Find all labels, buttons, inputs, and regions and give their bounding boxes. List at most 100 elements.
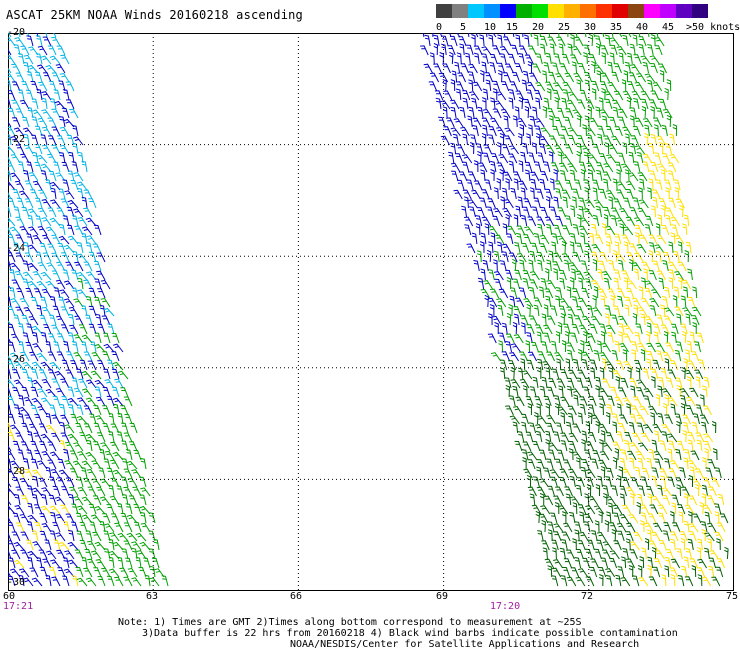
wind-barb xyxy=(32,151,39,164)
wind-barb xyxy=(665,207,674,218)
legend-swatch xyxy=(484,4,500,18)
wind-barb xyxy=(691,351,700,362)
wind-barb xyxy=(106,575,115,587)
wind-barb xyxy=(19,226,30,236)
wind-barb xyxy=(13,314,21,326)
wind-barb xyxy=(61,396,70,407)
wind-barb xyxy=(656,107,664,119)
wind-barb xyxy=(48,566,57,578)
wind-barb xyxy=(482,88,489,101)
wind-barb xyxy=(545,438,550,452)
wind-barb xyxy=(442,106,448,119)
wind-barb xyxy=(71,377,79,389)
wind-barb xyxy=(29,567,39,578)
wind-barb xyxy=(58,296,66,308)
wind-barb xyxy=(550,476,558,488)
wind-barb xyxy=(36,304,43,317)
wind-barb xyxy=(636,379,647,389)
wind-barb xyxy=(609,550,620,560)
wind-barb xyxy=(35,197,43,209)
wind-barb xyxy=(589,117,599,128)
wind-barb xyxy=(73,496,84,506)
wind-barb xyxy=(487,333,497,344)
wind-barb xyxy=(18,190,30,200)
wind-barb xyxy=(595,484,601,497)
wind-barb xyxy=(658,277,665,290)
wind-barb xyxy=(617,295,624,308)
wind-barb xyxy=(663,522,672,533)
wind-barb xyxy=(689,558,699,569)
wind-barb xyxy=(603,163,614,173)
wind-barb xyxy=(525,340,530,353)
wind-barb xyxy=(598,567,607,578)
wind-barb xyxy=(108,550,120,560)
wind-barb xyxy=(559,170,567,182)
wind-barb xyxy=(51,108,61,119)
wind-barb xyxy=(665,143,673,155)
wind-barb xyxy=(471,232,478,245)
wind-barb xyxy=(604,98,613,110)
wind-barb xyxy=(24,252,34,263)
wind-barb xyxy=(527,45,537,56)
wind-barb xyxy=(557,321,563,335)
wind-barb xyxy=(509,81,519,92)
wind-barb xyxy=(14,37,25,47)
wind-barb xyxy=(124,414,133,425)
wind-barb xyxy=(675,477,684,488)
wind-barb xyxy=(119,567,129,578)
wind-barb xyxy=(667,170,675,182)
wind-barb xyxy=(121,548,129,560)
wind-barb xyxy=(687,432,696,443)
wind-barb xyxy=(540,127,551,137)
wind-barb xyxy=(480,169,486,182)
wind-barb xyxy=(63,280,75,290)
wind-barb xyxy=(512,72,521,83)
wind-barb xyxy=(23,54,34,65)
wind-barb xyxy=(648,448,655,461)
wind-barb xyxy=(531,342,539,353)
wind-barb xyxy=(8,368,12,380)
wind-barb xyxy=(8,458,12,470)
wind-barb xyxy=(68,306,79,317)
wind-barb xyxy=(502,207,512,218)
wind-barb xyxy=(692,286,698,299)
wind-barb xyxy=(149,577,160,587)
legend-label: 15 xyxy=(506,22,519,33)
lat-label-22: -22 xyxy=(7,134,26,145)
wind-barb xyxy=(569,241,575,254)
wind-barb xyxy=(8,73,16,83)
wind-barb xyxy=(16,288,25,299)
wind-barb xyxy=(471,97,478,110)
wind-barb xyxy=(11,333,21,344)
wind-barb xyxy=(609,52,615,65)
wind-barb xyxy=(8,48,12,56)
wind-barb xyxy=(99,304,106,317)
wind-barb xyxy=(541,519,546,533)
wind-barb xyxy=(515,34,521,47)
wind-barb xyxy=(679,204,684,218)
wind-barb xyxy=(603,135,612,146)
wind-barb xyxy=(69,324,79,335)
wind-barb xyxy=(561,154,572,164)
wind-barb xyxy=(612,370,623,380)
wind-barb xyxy=(131,469,142,479)
wind-barb xyxy=(646,358,652,371)
wind-barb xyxy=(701,493,707,506)
wind-barb xyxy=(8,233,16,245)
wind-barb xyxy=(677,276,683,290)
wind-barb xyxy=(559,298,570,308)
wind-barb xyxy=(606,511,612,524)
wind-barb xyxy=(584,493,590,506)
wind-barb xyxy=(660,368,668,380)
wind-barb xyxy=(59,289,70,299)
wind-barb xyxy=(61,252,70,263)
wind-barb xyxy=(40,271,52,281)
wind-barb xyxy=(460,126,470,137)
wind-barb xyxy=(571,45,582,56)
wind-barb xyxy=(42,234,52,245)
wind-barb xyxy=(24,468,34,479)
wind-barb xyxy=(626,558,636,569)
wind-barb xyxy=(511,44,519,56)
wind-barb xyxy=(549,206,557,218)
wind-barb xyxy=(97,360,106,371)
